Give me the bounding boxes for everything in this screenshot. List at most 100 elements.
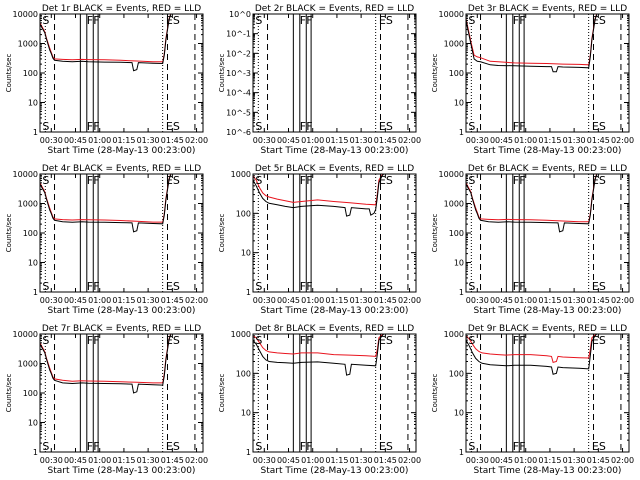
x-axis-label: Start Time (28-May-13 00:23:00) [474, 306, 622, 316]
series-black-line [252, 173, 385, 217]
event-marker-label: ES [166, 280, 180, 293]
panel-title: Det 7r BLACK = Events, RED = LLD [42, 324, 201, 334]
event-marker-label: ES [379, 280, 393, 293]
y-axis-label: Counts/sec [218, 54, 226, 93]
x-tick-label: 00:45 [490, 456, 513, 465]
y-tick-label: 10 [28, 419, 38, 428]
x-tick-label: 01:30 [137, 136, 160, 145]
x-axis-label: Start Time (28-May-13 00:23:00) [48, 146, 196, 156]
x-tick-label: 01:00 [514, 136, 537, 145]
y-tick-label: 100 [449, 69, 464, 78]
x-tick-label: 00:45 [490, 296, 513, 305]
plot-frame [465, 13, 630, 133]
y-tick-label: 10000 [13, 10, 38, 19]
y-axis-label: Counts/sec [431, 374, 439, 413]
x-tick-label: 01:15 [112, 296, 135, 305]
x-tick-label: 02:00 [185, 136, 208, 145]
x-tick-label: 01:00 [514, 456, 537, 465]
y-tick-label: 10^-4 [226, 89, 251, 98]
event-marker-label: F [300, 440, 306, 453]
event-marker-label: S [42, 440, 49, 453]
event-marker-label: S [42, 280, 49, 293]
x-tick-label: 00:30 [40, 296, 63, 305]
series-black-line [39, 334, 172, 394]
plot-frame [465, 333, 630, 453]
event-marker-label: F [93, 280, 99, 293]
y-tick-label: 10 [28, 99, 38, 108]
y-tick-label: 100 [449, 229, 464, 238]
panel-9: Det 9r BLACK = Events, RED = LLD Start Ti… [431, 324, 634, 476]
event-marker-label: S [255, 120, 262, 133]
x-tick-label: 01:15 [325, 296, 348, 305]
event-marker-label: F [513, 280, 519, 293]
panel-title: Det 9r BLACK = Events, RED = LLD [468, 324, 627, 334]
event-marker-label: S [255, 440, 262, 453]
event-marker-label: F [93, 174, 99, 187]
y-tick-label: 100 [236, 209, 251, 218]
panel-3: Det 3r BLACK = Events, RED = LLD Start Ti… [431, 4, 634, 156]
event-marker-label: S [42, 174, 49, 187]
y-tick-label: 10^-6 [226, 128, 251, 137]
x-tick-label: 01:15 [538, 136, 561, 145]
event-marker-label: F [300, 120, 306, 133]
event-marker-label: S [42, 120, 49, 133]
event-marker-label: F [93, 334, 99, 347]
event-marker-label: ES [592, 280, 606, 293]
event-marker-label: ES [592, 334, 606, 347]
event-marker-label: F [513, 14, 519, 27]
event-marker-label: F [87, 280, 93, 293]
y-tick-label: 10^-2 [226, 49, 251, 58]
event-marker-label: F [519, 334, 525, 347]
panel-title: Det 8r BLACK = Events, RED = LLD [255, 324, 414, 334]
event-marker-label: S [468, 120, 475, 133]
event-marker-label: S [42, 14, 49, 27]
series-red-line [39, 173, 172, 223]
event-marker-label: F [87, 14, 93, 27]
series-black-line [39, 174, 172, 233]
x-tick-label: 01:15 [112, 136, 135, 145]
y-tick-label: 1 [459, 288, 464, 297]
x-tick-label: 01:30 [350, 456, 373, 465]
event-marker-label: S [468, 14, 475, 27]
series-red-line [252, 333, 384, 357]
x-tick-label: 00:30 [466, 136, 489, 145]
x-tick-label: 01:00 [88, 296, 111, 305]
event-marker-label: S [255, 174, 262, 187]
y-axis-label: Counts/sec [218, 214, 226, 253]
event-marker-label: S [468, 334, 475, 347]
event-marker-label: F [519, 280, 525, 293]
event-marker-label: ES [379, 334, 393, 347]
event-marker-label: F [300, 334, 306, 347]
event-marker-label: F [87, 120, 93, 133]
event-marker-label: ES [379, 14, 393, 27]
x-tick-label: 02:00 [611, 456, 634, 465]
plot-frame [465, 173, 630, 293]
y-axis-label: Counts/sec [431, 214, 439, 253]
x-axis-label: Start Time (28-May-13 00:23:00) [261, 146, 409, 156]
x-tick-label: 00:30 [253, 456, 276, 465]
y-tick-label: 100 [449, 369, 464, 378]
y-tick-label: 1000 [231, 170, 251, 179]
series-red-line [39, 13, 172, 63]
x-tick-label: 01:45 [161, 456, 184, 465]
x-tick-label: 02:00 [398, 456, 421, 465]
x-tick-label: 01:45 [374, 136, 397, 145]
event-marker-label: ES [379, 120, 393, 133]
x-tick-label: 01:15 [112, 456, 135, 465]
panel-6: Det 6r BLACK = Events, RED = LLD Start Ti… [431, 164, 634, 316]
event-marker-label: F [519, 120, 525, 133]
panel-5: Det 5r BLACK = Events, RED = LLD Start Ti… [218, 164, 421, 316]
series-red-line [39, 333, 172, 384]
event-marker-label: F [306, 174, 312, 187]
x-tick-label: 01:00 [301, 296, 324, 305]
x-tick-label: 00:45 [277, 456, 300, 465]
y-tick-label: 1 [246, 448, 251, 457]
x-axis-label: Start Time (28-May-13 00:23:00) [48, 306, 196, 316]
event-marker-label: S [255, 14, 262, 27]
event-marker-label: F [93, 14, 99, 27]
x-tick-label: 02:00 [611, 296, 634, 305]
y-axis-label: Counts/sec [431, 54, 439, 93]
series-red-line [465, 173, 598, 223]
y-tick-label: 100 [23, 229, 38, 238]
